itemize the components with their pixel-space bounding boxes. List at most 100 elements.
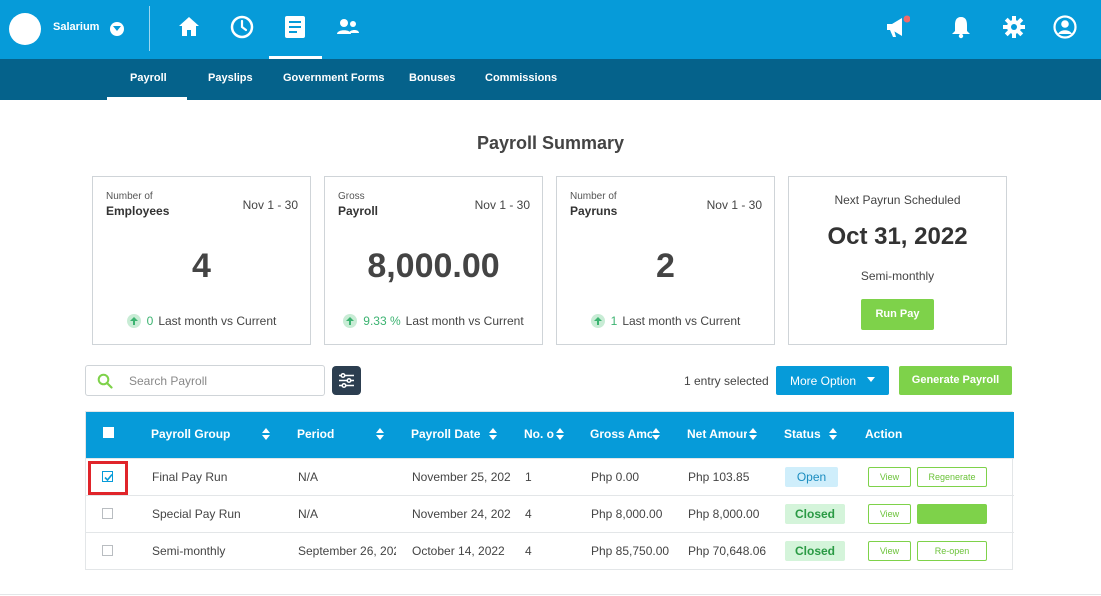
table-row[interactable]: Final Pay Run N/A November 25, 2022 1 Ph…: [86, 458, 1014, 495]
megaphone-icon[interactable]: [884, 14, 911, 40]
more-option-button[interactable]: More Option: [776, 366, 889, 395]
search-icon: [97, 373, 113, 389]
view-button[interactable]: View: [868, 467, 911, 487]
subnav-active-indicator: [107, 97, 187, 100]
row-checkbox[interactable]: [102, 471, 113, 482]
cell-net-amount: Php 8,000.00: [688, 507, 760, 521]
selection-count: 1 entry selected: [684, 374, 769, 388]
card-caption: Gross: [338, 191, 365, 202]
sliders-icon: [339, 372, 354, 389]
column-header-gross-amount[interactable]: Gross Amo: [590, 427, 652, 441]
column-header-status[interactable]: Status: [784, 427, 821, 441]
view-button[interactable]: View: [868, 541, 911, 561]
cell-net-amount: Php 70,648.06: [688, 544, 767, 558]
payruns-card: Number of Payruns Nov 1 - 30 2 1 Last mon…: [556, 176, 775, 345]
cell-payroll-date: November 25, 2022: [412, 470, 511, 484]
sort-icon[interactable]: [829, 428, 837, 440]
status-badge: Open: [785, 467, 838, 487]
search-input[interactable]: [129, 372, 314, 390]
select-all-checkbox[interactable]: [103, 427, 114, 438]
gross-payroll-card: Gross Payroll Nov 1 - 30 8,000.00 9.33 %…: [324, 176, 543, 345]
subnav-bonuses[interactable]: Bonuses: [409, 72, 456, 84]
user-icon[interactable]: [1052, 14, 1078, 40]
divider: [0, 594, 1101, 595]
generate-payroll-button[interactable]: Generate Payroll: [899, 366, 1012, 395]
cell-period: September 26, 2022: [298, 544, 396, 558]
cell-payroll-group: Semi-monthly: [152, 544, 226, 558]
row-checkbox[interactable]: [102, 545, 113, 556]
cell-period: N/A: [298, 470, 319, 484]
table-row[interactable]: Special Pay Run N/A November 24, 2022 4 …: [86, 495, 1014, 532]
cell-period: N/A: [298, 507, 319, 521]
cell-net-amount: Php 103.85: [688, 470, 750, 484]
cell-payroll-group: Special Pay Run: [152, 507, 241, 521]
sort-icon[interactable]: [376, 428, 384, 440]
subnav-payroll[interactable]: Payroll: [130, 72, 167, 84]
card-caption: Number of: [570, 191, 617, 202]
subnav-government-forms[interactable]: Government Forms: [283, 72, 385, 84]
column-header-net-amount[interactable]: Net Amour: [687, 427, 747, 441]
employees-card: Number of Employees Nov 1 - 30 4 0 Last m…: [92, 176, 311, 345]
action-button[interactable]: [917, 504, 987, 524]
cell-gross-amount: Php 0.00: [591, 470, 640, 484]
card-period: Nov 1 - 30: [474, 198, 530, 212]
column-header-period[interactable]: Period: [297, 427, 335, 441]
card-trend: 9.33 % Last month vs Current: [325, 314, 542, 328]
column-header-payroll-group[interactable]: Payroll Group: [151, 427, 231, 441]
arrow-up-icon: [590, 314, 605, 328]
card-label: Payroll: [338, 204, 379, 218]
card-label: Payruns: [570, 204, 618, 218]
row-checkbox[interactable]: [102, 508, 113, 519]
home-icon[interactable]: [176, 14, 202, 40]
next-payrun-frequency: Semi-monthly: [860, 269, 935, 283]
card-value: 4: [192, 247, 211, 285]
filter-button[interactable]: [332, 366, 361, 395]
next-payrun-date: Oct 31, 2022: [827, 223, 968, 250]
cell-number: 4: [525, 544, 532, 558]
cell-number: 4: [525, 507, 532, 521]
subnav-payslips[interactable]: Payslips: [208, 72, 253, 84]
subnav-commissions[interactable]: Commissions: [485, 72, 558, 84]
search-box: [85, 365, 325, 396]
sort-icon[interactable]: [489, 428, 497, 440]
card-label: Employees: [106, 204, 170, 218]
company-name[interactable]: Salarium: [53, 21, 100, 33]
clock-icon[interactable]: [229, 14, 255, 40]
column-header-number[interactable]: No. o: [524, 427, 554, 441]
document-icon[interactable]: [282, 14, 308, 40]
people-icon[interactable]: [335, 14, 361, 40]
sub-navigation: Payroll Payslips Government Forms Bonuse…: [0, 59, 1101, 100]
regenerate-button[interactable]: Regenerate: [917, 467, 987, 487]
cell-gross-amount: Php 85,750.00: [591, 544, 670, 558]
card-period: Nov 1 - 30: [706, 198, 762, 212]
bell-icon[interactable]: [948, 14, 974, 40]
card-caption: Number of: [106, 191, 153, 202]
sort-icon[interactable]: [556, 428, 564, 440]
chevron-down-icon[interactable]: [110, 22, 124, 36]
cell-number: 1: [525, 470, 532, 484]
more-option-label: More Option: [790, 374, 857, 388]
company-logo[interactable]: [9, 13, 41, 45]
card-trend: 0 Last month vs Current: [93, 314, 310, 328]
card-trend: 1 Last month vs Current: [557, 314, 774, 328]
cell-gross-amount: Php 8,000.00: [591, 507, 663, 521]
reopen-button[interactable]: Re-open: [917, 541, 987, 561]
sort-icon[interactable]: [262, 428, 270, 440]
divider: [149, 6, 150, 51]
view-button[interactable]: View: [868, 504, 911, 524]
trend-value: 9.33 %: [363, 314, 401, 328]
card-period: Nov 1 - 30: [242, 198, 298, 212]
sort-icon[interactable]: [749, 428, 757, 440]
table-header: Payroll Group Period Payroll Date No. o …: [86, 412, 1014, 458]
column-header-payroll-date[interactable]: Payroll Date: [411, 427, 481, 441]
trend-value: 1: [610, 314, 618, 328]
run-pay-button[interactable]: Run Pay: [861, 299, 934, 330]
caret-down-icon: [867, 377, 875, 382]
trend-text: Last month vs Current: [405, 314, 524, 328]
sort-icon[interactable]: [652, 428, 660, 440]
gear-icon[interactable]: [1001, 14, 1027, 40]
table-row[interactable]: Semi-monthly September 26, 2022 October …: [86, 532, 1014, 569]
cell-payroll-group: Final Pay Run: [152, 470, 228, 484]
arrow-up-icon: [126, 314, 141, 328]
next-payrun-card: Next Payrun Scheduled Oct 31, 2022 Semi-…: [788, 176, 1007, 345]
